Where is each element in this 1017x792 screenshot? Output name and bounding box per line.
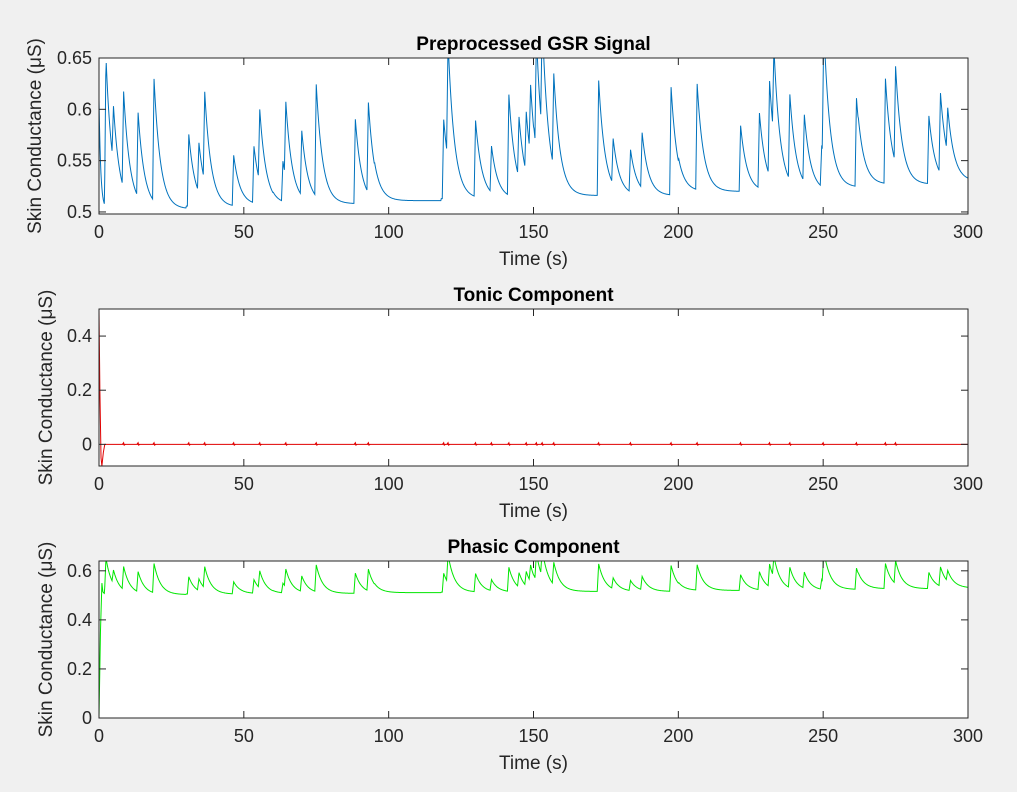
tonic-series-line-spike bbox=[534, 441, 539, 446]
tonic-series-line-spike bbox=[474, 441, 478, 446]
tonic-series-line-spike bbox=[122, 441, 126, 446]
tonic-series-line-spike bbox=[524, 441, 529, 446]
tonic-series-line-spike bbox=[597, 441, 601, 446]
phasic-y-tick-label: 0.6 bbox=[67, 561, 92, 581]
tonic-series-line-spike bbox=[883, 441, 888, 446]
tonic-x-tick-label: 50 bbox=[234, 474, 254, 494]
gsr-x-axis-label: Time (s) bbox=[499, 249, 568, 270]
phasic-y-tick-label: 0 bbox=[82, 708, 92, 728]
gsr-x-tick-label: 250 bbox=[808, 222, 838, 242]
tonic-axes-area bbox=[99, 309, 968, 466]
gsr-x-tick-label: 50 bbox=[234, 222, 254, 242]
tonic-series-line-spike bbox=[136, 441, 141, 446]
gsr-plot-title: Preprocessed GSR Signal bbox=[416, 34, 650, 55]
tonic-x-tick-label: 0 bbox=[94, 474, 104, 494]
gsr-y-tick-label: 0.55 bbox=[57, 151, 92, 171]
phasic-x-tick-label: 0 bbox=[94, 726, 104, 746]
gsr-x-tick-label: 300 bbox=[953, 222, 983, 242]
phasic-x-tick-label: 150 bbox=[518, 726, 548, 746]
tonic-x-tick-label: 250 bbox=[808, 474, 838, 494]
tonic-y-axis-label: Skin Conductance (μS) bbox=[36, 290, 57, 486]
tonic-series-line-spike bbox=[695, 441, 700, 446]
tonic-y-tick-label: 0.4 bbox=[67, 326, 92, 346]
gsr-signal-panel: Preprocessed GSR Signal Time (s) Skin Co… bbox=[25, 34, 983, 270]
phasic-y-tick-label: 0.4 bbox=[67, 610, 92, 630]
tonic-series-line-spike bbox=[353, 441, 358, 446]
phasic-y-axis-label: Skin Conductance (μS) bbox=[36, 542, 57, 738]
tonic-series-line-spike bbox=[821, 441, 826, 446]
tonic-series-line-spike bbox=[489, 441, 494, 446]
tonic-series-line-spike bbox=[768, 441, 772, 446]
tonic-series-line-spike bbox=[203, 441, 207, 446]
tonic-component-panel: Tonic Component Time (s) Skin Conductanc… bbox=[36, 285, 983, 522]
tonic-series-line-spike bbox=[788, 441, 792, 446]
tonic-x-tick-label: 300 bbox=[953, 474, 983, 494]
tonic-series-line-spike bbox=[258, 441, 262, 446]
tonic-x-tick-label: 100 bbox=[374, 474, 404, 494]
tonic-series-line-spike bbox=[669, 441, 674, 446]
tonic-series-line-spike bbox=[552, 441, 556, 446]
gsr-y-axis-label: Skin Conductance (μS) bbox=[25, 38, 46, 234]
tonic-series-line-spike bbox=[446, 441, 451, 446]
phasic-x-tick-label: 250 bbox=[808, 726, 838, 746]
tonic-x-tick-label: 150 bbox=[518, 474, 548, 494]
phasic-axes-area bbox=[99, 561, 968, 718]
phasic-component-panel: Phasic Component Time (s) Skin Conductan… bbox=[36, 537, 983, 774]
phasic-y-tick-label: 0.2 bbox=[67, 659, 92, 679]
tonic-series-line-spike bbox=[284, 441, 288, 446]
tonic-series-line-spike bbox=[314, 441, 319, 446]
gsr-y-tick-label: 0.65 bbox=[57, 48, 92, 68]
tonic-series-line-spike bbox=[152, 441, 157, 446]
gsr-x-tick-label: 200 bbox=[663, 222, 693, 242]
phasic-x-tick-label: 100 bbox=[374, 726, 404, 746]
tonic-x-axis-label: Time (s) bbox=[499, 501, 568, 522]
tonic-series-line-spike bbox=[366, 441, 371, 446]
phasic-x-axis-label: Time (s) bbox=[499, 753, 568, 774]
tonic-series-line-spike bbox=[232, 441, 236, 446]
tonic-y-tick-label: 0.2 bbox=[67, 380, 92, 400]
tonic-y-tick-label: 0 bbox=[82, 434, 92, 454]
gsr-x-tick-label: 150 bbox=[518, 222, 548, 242]
gsr-x-tick-label: 100 bbox=[374, 222, 404, 242]
tonic-plot-title: Tonic Component bbox=[453, 285, 614, 306]
tonic-series-line-spike bbox=[442, 441, 446, 446]
phasic-x-tick-label: 300 bbox=[953, 726, 983, 746]
tonic-series-line-spike bbox=[894, 441, 898, 446]
gsr-y-tick-label: 0.5 bbox=[67, 202, 92, 222]
phasic-x-tick-label: 200 bbox=[663, 726, 693, 746]
phasic-plot-title: Phasic Component bbox=[447, 537, 620, 558]
tonic-x-tick-label: 200 bbox=[663, 474, 693, 494]
tonic-series-line-spike bbox=[507, 441, 511, 446]
gsr-series-line bbox=[99, 58, 968, 209]
phasic-x-tick-label: 50 bbox=[234, 726, 254, 746]
tonic-series-line-spike bbox=[854, 441, 859, 446]
tonic-series-line-spike bbox=[540, 441, 545, 446]
gsr-x-tick-label: 0 bbox=[94, 222, 104, 242]
tonic-series-line-spike bbox=[628, 441, 633, 446]
tonic-series-line-spike bbox=[187, 441, 191, 446]
gsr-y-tick-label: 0.6 bbox=[67, 99, 92, 119]
phasic-series-line bbox=[99, 561, 968, 718]
gsr-axes-area bbox=[99, 58, 968, 214]
tonic-series-line-spike bbox=[739, 441, 743, 446]
